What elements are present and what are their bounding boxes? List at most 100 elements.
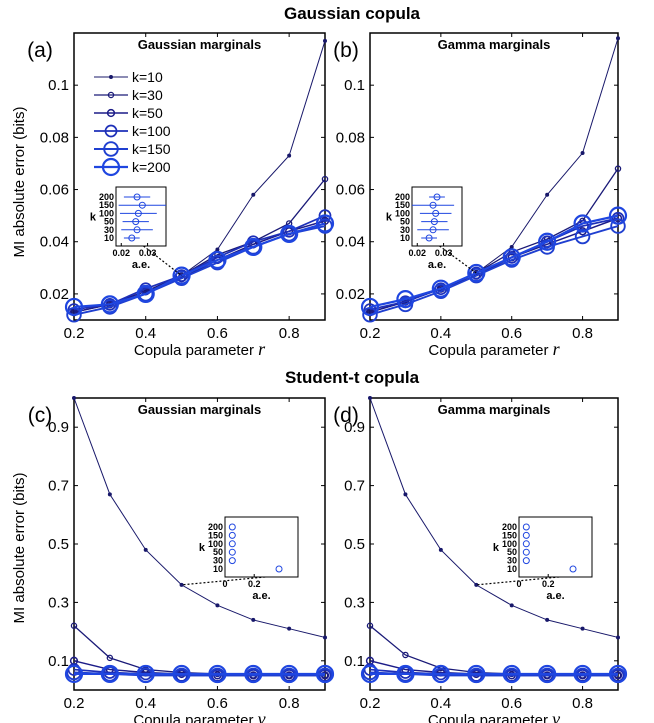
data-point	[244, 237, 263, 257]
inset-mean-point	[522, 531, 530, 539]
panel-subtitle: Gaussian marginals	[138, 402, 262, 417]
inset-mean-point	[228, 548, 236, 556]
inset-k-label: 50	[400, 217, 410, 227]
inset-mean-point	[432, 209, 440, 217]
data-point	[467, 664, 486, 684]
legend-marker	[106, 108, 116, 118]
y-tick-label: 0.9	[344, 419, 365, 436]
panel-d: (d) Gamma marginals 0.2 0.4 0.6 0.8 0.1 0.3 0.5 0…	[333, 396, 628, 723]
panel-letter: (a)	[27, 39, 53, 62]
y-tick-label: 0.08	[40, 129, 69, 146]
data-point	[106, 654, 114, 662]
y-axis-label-top: MI absolute error (bits)	[11, 107, 28, 258]
data-point	[287, 626, 292, 631]
inset-mean-point	[228, 540, 236, 548]
panel-b: (b) Gamma marginals 0.2 0.4 0.6 0.8 0.02 0.04 0.…	[333, 32, 628, 359]
x-axis-label-text: Copula parameter	[133, 712, 257, 723]
gaussian-copula-title: Gaussian copula	[284, 4, 421, 23]
data-point	[608, 206, 628, 225]
x-tick-label: 0.8	[279, 325, 300, 342]
x-tick-label: 0.2	[360, 325, 381, 342]
inset-k-label: 200	[502, 522, 517, 532]
data-point	[70, 622, 78, 630]
inset-x-label: a.e.	[546, 590, 564, 602]
x-tick-label: 0.2	[360, 695, 381, 712]
data-point	[573, 214, 592, 233]
inset-x-tick-label: 0.2	[248, 579, 261, 589]
y-tick-label: 0.1	[48, 653, 69, 670]
panel-letter: (d)	[333, 404, 359, 427]
panel-letter: (b)	[333, 39, 359, 62]
inset-x-tick-label: 0.03	[435, 248, 453, 258]
legend-label: k=200	[132, 159, 171, 175]
data-point	[545, 617, 550, 622]
inset-k-label: 10	[213, 564, 223, 574]
inset-x-tick-label: 0.02	[408, 248, 426, 258]
data-point	[509, 244, 514, 249]
data-point	[323, 635, 327, 640]
data-point	[143, 547, 148, 552]
data-point	[136, 664, 155, 684]
x-axis-label: Copula parameter ν	[133, 709, 265, 723]
series-line-k=200	[369, 214, 619, 309]
x-tick-label: 0.4	[135, 325, 156, 342]
inset-y-label: k	[493, 542, 500, 554]
data-point	[244, 664, 263, 684]
data-point	[366, 622, 374, 630]
data-point	[431, 664, 450, 684]
legend-label: k=100	[132, 123, 171, 139]
data-point	[64, 297, 84, 317]
panel-subtitle: Gamma marginals	[438, 37, 551, 52]
inset-k-label: 10	[104, 233, 114, 243]
data-point	[362, 307, 378, 323]
data-point	[396, 290, 415, 309]
x-tick-label: 0.2	[64, 695, 85, 712]
data-point	[323, 38, 327, 43]
legend-label: k=10	[132, 69, 163, 85]
x-tick-label: 0.8	[572, 695, 593, 712]
inset-x-tick-label: 0.02	[112, 248, 130, 258]
legend-label: k=150	[132, 141, 171, 157]
data-point	[360, 664, 380, 684]
y-tick-label: 0.1	[48, 77, 69, 94]
inset-k-label: 50	[104, 217, 114, 227]
y-tick-label: 0.7	[344, 478, 365, 495]
data-point	[402, 651, 409, 659]
inset-mean-point	[522, 548, 530, 556]
panel-subtitle: Gaussian marginals	[138, 37, 262, 52]
x-tick-label: 0.4	[430, 695, 451, 712]
series-line-k=200	[73, 222, 326, 309]
x-axis-label: Copula parameter ν	[428, 709, 560, 723]
inset-mean-point	[522, 557, 530, 565]
y-tick-label: 0.06	[336, 182, 365, 199]
panel-letter: (c)	[28, 404, 53, 427]
inset-callout-line	[476, 576, 560, 586]
inset-frame	[115, 186, 167, 247]
x-axis-label-text: Copula parameter	[428, 712, 552, 723]
y-tick-label: 0.02	[40, 286, 69, 303]
data-point	[287, 153, 292, 158]
x-tick-label: 0.8	[279, 695, 300, 712]
inset-callout-line	[181, 576, 266, 586]
inset-mean-point	[134, 209, 142, 217]
y-tick-label: 0.06	[40, 182, 69, 199]
data-point	[502, 664, 521, 684]
x-tick-label: 0.6	[207, 695, 228, 712]
x-axis-label: Copula parameter r	[134, 339, 266, 359]
inset-x-tick-label: 0	[516, 579, 521, 589]
x-tick-label: 0.8	[572, 325, 593, 342]
data-point	[215, 247, 220, 252]
y-tick-label: 0.08	[336, 129, 365, 146]
data-point	[64, 664, 84, 684]
inset-x-tick-label: 0.03	[139, 248, 157, 258]
y-tick-label: 0.5	[48, 536, 69, 553]
data-point	[616, 36, 620, 41]
data-point	[574, 228, 591, 245]
inset-mean-point	[132, 218, 140, 226]
series-line-k=10	[369, 397, 619, 638]
inset-frame	[518, 516, 593, 578]
inset-k-label: 100	[99, 208, 114, 218]
data-point	[208, 664, 227, 684]
